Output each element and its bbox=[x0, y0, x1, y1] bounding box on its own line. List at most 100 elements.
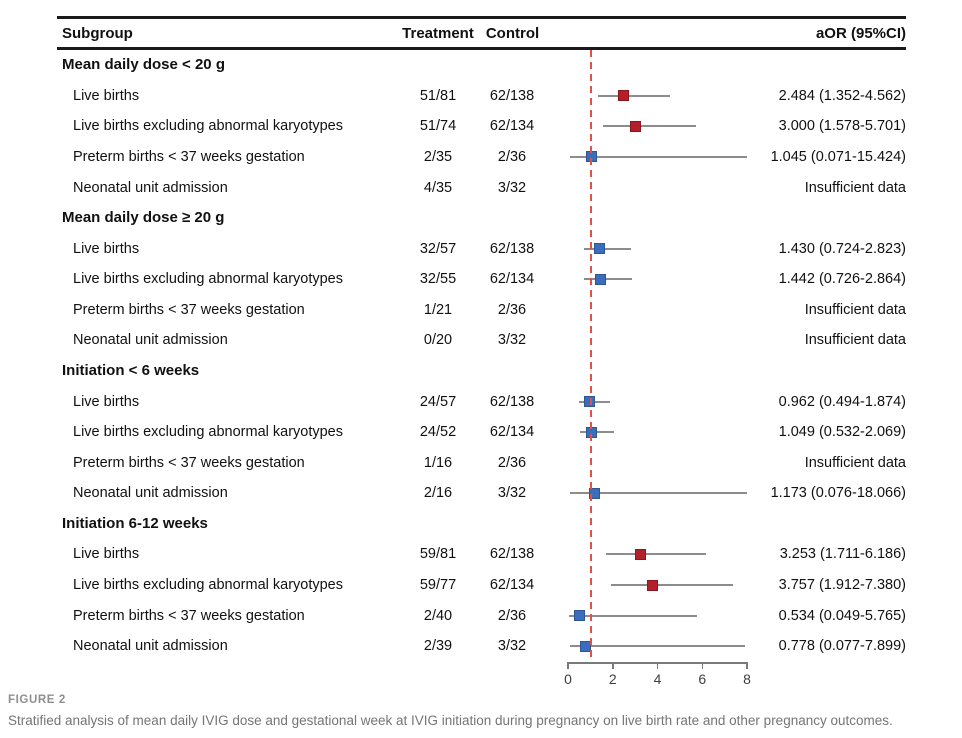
row-label: Live births excluding abnormal karyotype… bbox=[73, 271, 343, 288]
control-value: 3/32 bbox=[497, 638, 527, 655]
effect-marker bbox=[588, 487, 600, 499]
treatment-value: 2/35 bbox=[423, 148, 453, 165]
ci-line bbox=[584, 278, 633, 281]
control-value: 62/134 bbox=[489, 577, 535, 594]
aor-value: 3.757 (1.912-7.380) bbox=[778, 577, 906, 594]
aor-value: 1.442 (0.726-2.864) bbox=[778, 271, 906, 288]
ci-line bbox=[569, 614, 697, 617]
effect-marker bbox=[618, 90, 630, 102]
group-header: Initiation 6-12 weeks bbox=[62, 514, 208, 532]
aor-value: 0.778 (0.077-7.899) bbox=[778, 638, 906, 655]
ci-line bbox=[610, 584, 734, 587]
effect-marker bbox=[646, 579, 658, 591]
treatment-value: 2/40 bbox=[423, 607, 453, 624]
aor-value: 1.173 (0.076-18.066) bbox=[770, 485, 906, 502]
ci-line bbox=[569, 492, 747, 495]
treatment-value: 4/35 bbox=[423, 179, 453, 196]
row-label: Preterm births < 37 weeks gestation bbox=[73, 607, 305, 624]
ci-line bbox=[606, 553, 707, 556]
ci-line bbox=[569, 645, 745, 648]
aor-value: 1.049 (0.532-2.069) bbox=[778, 424, 906, 441]
control-value: 3/32 bbox=[497, 485, 527, 502]
row-label: Neonatal unit admission bbox=[73, 638, 228, 655]
row-label: Live births bbox=[73, 240, 140, 257]
header-rule bbox=[57, 47, 906, 50]
aor-value: 3.000 (1.578-5.701) bbox=[778, 118, 906, 135]
treatment-value: 1/21 bbox=[423, 301, 453, 318]
reference-line bbox=[589, 50, 592, 662]
row-label: Live births bbox=[73, 546, 140, 563]
effect-marker bbox=[629, 120, 641, 132]
x-axis-tick bbox=[612, 662, 614, 669]
aor-value: 2.484 (1.352-4.562) bbox=[778, 87, 906, 104]
x-tick-label: 2 bbox=[608, 671, 617, 687]
control-value: 62/138 bbox=[489, 546, 535, 563]
effect-marker bbox=[584, 396, 596, 408]
control-value: 3/32 bbox=[497, 332, 527, 349]
group-header: Mean daily dose ≥ 20 g bbox=[62, 209, 225, 227]
row-label: Live births bbox=[73, 87, 140, 104]
ci-line bbox=[569, 155, 747, 158]
treatment-value: 51/74 bbox=[419, 118, 457, 135]
x-tick-label: 8 bbox=[743, 671, 751, 687]
row-label: Neonatal unit admission bbox=[73, 485, 228, 502]
control-value: 62/134 bbox=[489, 424, 535, 441]
treatment-value: 32/55 bbox=[419, 271, 457, 288]
ci-line bbox=[579, 431, 615, 434]
row-label: Preterm births < 37 weeks gestation bbox=[73, 301, 305, 318]
column-header-aor: aOR (95%CI) bbox=[815, 25, 906, 42]
effect-marker bbox=[594, 243, 606, 255]
ci-line bbox=[603, 125, 696, 128]
x-tick-label: 0 bbox=[564, 671, 572, 687]
row-label: Live births excluding abnormal karyotype… bbox=[73, 577, 343, 594]
control-value: 62/134 bbox=[489, 118, 535, 135]
control-value: 2/36 bbox=[497, 148, 527, 165]
control-value: 62/138 bbox=[489, 393, 535, 410]
control-value: 2/36 bbox=[497, 301, 527, 318]
x-tick-label: 4 bbox=[653, 671, 662, 687]
ci-line bbox=[598, 94, 671, 97]
x-axis-tick bbox=[746, 662, 748, 669]
aor-value: Insufficient data bbox=[804, 454, 906, 471]
aor-value: 0.534 (0.049-5.765) bbox=[778, 607, 906, 624]
aor-value: 1.045 (0.071-15.424) bbox=[770, 148, 906, 165]
aor-value: 3.253 (1.711-6.186) bbox=[779, 546, 906, 563]
x-axis-tick bbox=[656, 662, 659, 669]
column-header-control: Control bbox=[485, 25, 540, 42]
x-tick-label: 6 bbox=[698, 671, 707, 687]
control-value: 2/36 bbox=[497, 454, 527, 471]
row-label: Neonatal unit admission bbox=[73, 332, 228, 349]
treatment-value: 32/57 bbox=[419, 240, 457, 257]
row-label: Neonatal unit admission bbox=[73, 179, 228, 196]
row-label: Live births excluding abnormal karyotype… bbox=[73, 118, 343, 135]
control-value: 2/36 bbox=[497, 607, 527, 624]
treatment-value: 51/81 bbox=[419, 87, 457, 104]
control-value: 62/138 bbox=[489, 240, 535, 257]
treatment-value: 24/57 bbox=[419, 393, 457, 410]
figure-caption: Stratified analysis of mean daily IVIG d… bbox=[8, 713, 893, 728]
aor-value: Insufficient data bbox=[804, 301, 906, 318]
treatment-value: 59/77 bbox=[419, 577, 457, 594]
group-header: Mean daily dose < 20 g bbox=[62, 56, 225, 74]
control-value: 62/138 bbox=[489, 87, 535, 104]
column-header-subgroup: Subgroup bbox=[62, 25, 133, 42]
column-header-treatment: Treatment bbox=[402, 25, 474, 42]
x-axis-tick bbox=[701, 662, 703, 669]
control-value: 62/134 bbox=[489, 271, 535, 288]
effect-marker bbox=[594, 273, 606, 285]
row-label: Live births excluding abnormal karyotype… bbox=[73, 424, 343, 441]
treatment-value: 1/16 bbox=[423, 454, 453, 471]
treatment-value: 2/39 bbox=[423, 638, 453, 655]
treatment-value: 0/20 bbox=[423, 332, 453, 349]
effect-marker bbox=[635, 548, 647, 560]
effect-marker bbox=[574, 610, 586, 622]
treatment-value: 24/52 bbox=[419, 424, 457, 441]
control-value: 3/32 bbox=[497, 179, 527, 196]
row-label: Preterm births < 37 weeks gestation bbox=[73, 454, 305, 471]
top-rule bbox=[57, 16, 906, 19]
figure-label: FIGURE 2 bbox=[8, 694, 66, 706]
ci-line bbox=[584, 247, 632, 250]
aor-value: 0.962 (0.494-1.874) bbox=[778, 393, 906, 410]
treatment-value: 59/81 bbox=[419, 546, 457, 563]
